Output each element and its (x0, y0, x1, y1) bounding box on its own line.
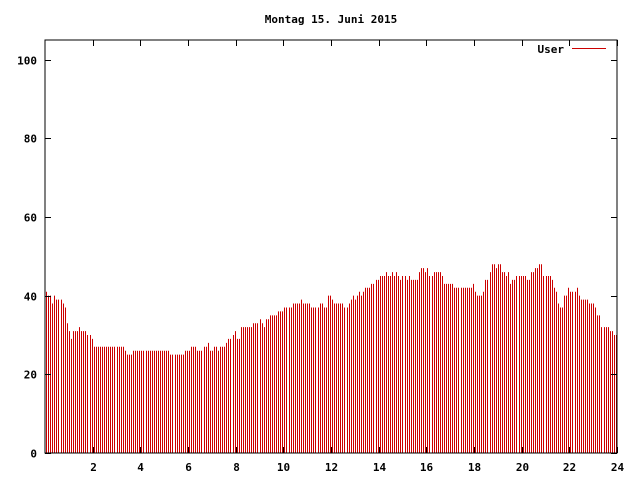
y-tick-label: 20 (24, 369, 37, 382)
x-tick-label: 18 (468, 461, 481, 474)
x-tick-label: 6 (185, 461, 192, 474)
x-tick-label: 4 (137, 461, 144, 474)
x-tick-label: 16 (420, 461, 434, 474)
x-tick-label: 2 (90, 461, 97, 474)
y-tick-label: 100 (17, 55, 37, 68)
y-tick-label: 40 (24, 291, 37, 304)
x-tick-label: 24 (611, 461, 625, 474)
y-tick-label: 80 (24, 133, 37, 146)
x-tick-label: 10 (277, 461, 290, 474)
y-tick-label: 0 (30, 448, 37, 461)
chart-title: Montag 15. Juni 2015 (265, 13, 397, 26)
legend: User (538, 43, 606, 56)
x-tick-label: 22 (563, 461, 576, 474)
x-tick-label: 14 (373, 461, 387, 474)
legend-label-user: User (538, 43, 565, 56)
x-tick-label: 20 (516, 461, 529, 474)
y-tick-label: 60 (24, 212, 37, 225)
x-tick-label: 12 (325, 461, 338, 474)
x-tick-label: 8 (233, 461, 240, 474)
bar-series-user (46, 264, 617, 453)
